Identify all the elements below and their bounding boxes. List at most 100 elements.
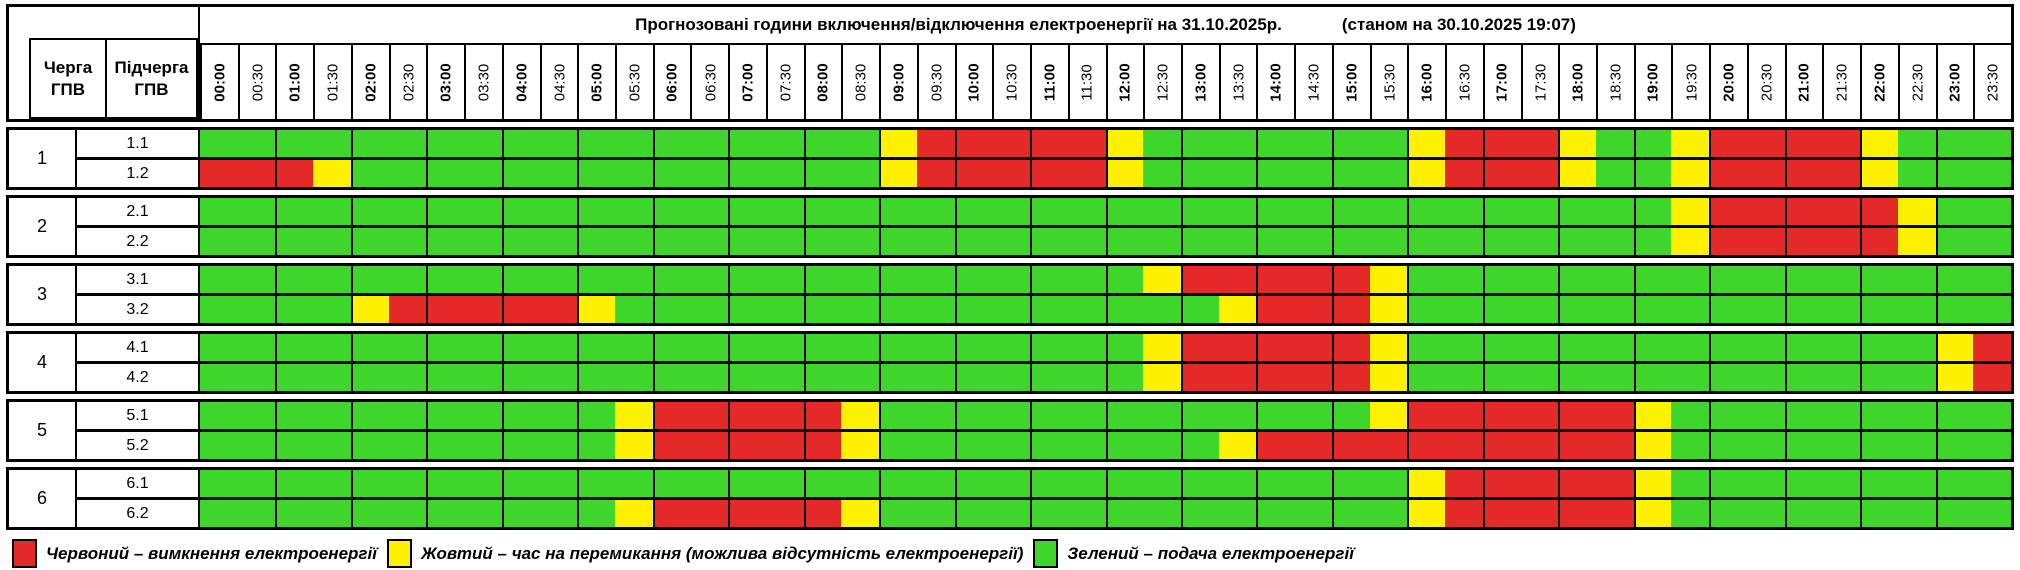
cell-3.2-09:00 [879,296,917,323]
time-header-14:30: 14:30 [1294,45,1332,119]
cell-1.2-20:00 [1709,160,1747,187]
cell-2.2-14:00 [1256,228,1295,255]
cell-1.1-03:30 [464,130,502,157]
time-label: 03:30 [475,63,493,101]
cell-4.1-05:00 [577,334,616,361]
cell-6.1-08:30 [841,470,880,497]
cell-4.1-14:00 [1256,334,1295,361]
cell-6.2-09:30 [916,500,955,527]
time-header-07:30: 07:30 [765,45,804,119]
cell-4.2-22:30 [1897,364,1936,391]
cell-3.2-07:00 [728,296,766,323]
cell-5.2-20:30 [1746,432,1785,459]
cell-5.1-04:00 [501,402,540,429]
cell-4.1-01:00 [275,334,314,361]
cell-2.1-19:30 [1671,198,1710,225]
cell-4.2-00:30 [237,364,276,391]
cell-1.2-05:30 [615,160,653,187]
time-header-17:00: 17:00 [1482,45,1521,119]
time-header-04:30: 04:30 [539,45,578,119]
cell-2.2-06:30 [690,228,729,255]
cell-5.1-19:00 [1633,402,1672,429]
cell-6.1-05:00 [577,470,616,497]
cell-2.1-01:30 [313,198,351,225]
cell-2.1-06:00 [652,198,691,225]
time-label: 08:30 [852,63,870,101]
cell-5.2-19:00 [1633,432,1672,459]
time-label: 20:00 [1720,62,1738,102]
cell-6.1-03:30 [464,470,502,497]
cell-2.1-03:00 [426,198,465,225]
time-header-10:00: 10:00 [954,45,993,119]
cell-6.2-15:00 [1331,500,1370,527]
cell-6.2-18:30 [1595,500,1634,527]
cell-6.2-22:30 [1897,500,1936,527]
time-label: 03:00 [437,62,455,102]
cell-1.2-16:00 [1407,160,1446,187]
cell-4.2-02:00 [350,364,389,391]
cell-4.2-04:30 [539,364,578,391]
time-header-04:00: 04:00 [501,45,540,119]
cell-2.2-16:00 [1407,228,1446,255]
schedule-cells [200,364,2011,391]
legend: Червоний – вимкнення електроенергії Жовти… [6,539,2014,568]
cell-6.1-17:00 [1482,470,1521,497]
cell-2.1-15:00 [1331,198,1370,225]
cell-3.1-03:30 [464,266,502,293]
cell-1.2-02:00 [350,160,389,187]
cell-5.1-08:00 [803,402,842,429]
cell-3.1-11:00 [1030,266,1068,293]
queue-group-4: 4 4.1 4.2 [6,331,2014,394]
cell-3.2-01:30 [313,296,351,323]
cell-4.1-10:30 [992,334,1031,361]
cell-4.1-18:30 [1595,334,1634,361]
cell-2.1-15:30 [1369,198,1408,225]
cell-1.2-18:30 [1595,160,1634,187]
schedule-row-5.1: 5.1 [77,402,2011,429]
queue-number: 6 [9,470,77,527]
cell-3.1-06:00 [652,266,691,293]
cell-5.2-17:00 [1482,432,1521,459]
green-swatch [1033,539,1059,568]
time-header-08:30: 08:30 [841,45,880,119]
cell-5.2-14:00 [1256,432,1295,459]
cell-2.2-03:00 [426,228,465,255]
cell-4.1-17:30 [1520,334,1559,361]
cell-1.1-21:30 [1822,130,1861,157]
cell-3.2-17:30 [1520,296,1559,323]
cell-5.2-06:30 [690,432,729,459]
cell-3.1-04:00 [501,266,540,293]
cell-3.2-12:30 [1143,296,1181,323]
cell-5.2-07:00 [728,432,766,459]
time-label: 17:00 [1494,62,1512,102]
cell-3.1-03:00 [426,266,465,293]
cell-3.1-00:30 [237,266,276,293]
cell-1.2-12:00 [1105,160,1144,187]
status-timestamp: (станом на 30.10.2025 19:07) [1341,15,1576,34]
cell-3.1-11:30 [1067,266,1106,293]
cell-4.1-06:30 [690,334,729,361]
cell-4.2-13:00 [1180,364,1219,391]
cell-4.1-16:00 [1407,334,1446,361]
schedule-cells [200,228,2011,255]
time-label: 12:00 [1116,62,1134,102]
cell-6.1-02:00 [350,470,389,497]
cell-5.2-02:00 [350,432,389,459]
cell-1.1-22:30 [1897,130,1936,157]
time-header-03:00: 03:00 [426,45,465,119]
cell-5.2-23:00 [1935,432,1974,459]
cell-6.1-09:00 [879,470,917,497]
cell-6.2-14:00 [1256,500,1295,527]
schedule-cells [200,266,2011,293]
cell-6.1-19:30 [1671,470,1710,497]
subqueue-label: 3.1 [77,266,200,293]
cell-2.2-08:00 [803,228,842,255]
time-label: 07:30 [777,63,795,101]
cell-3.1-02:00 [350,266,389,293]
cell-4.2-17:30 [1520,364,1559,391]
cell-3.2-15:00 [1331,296,1370,323]
time-label: 18:30 [1607,63,1625,101]
cell-6.1-21:00 [1784,470,1823,497]
cell-6.1-11:30 [1067,470,1106,497]
cell-2.1-10:00 [954,198,993,225]
